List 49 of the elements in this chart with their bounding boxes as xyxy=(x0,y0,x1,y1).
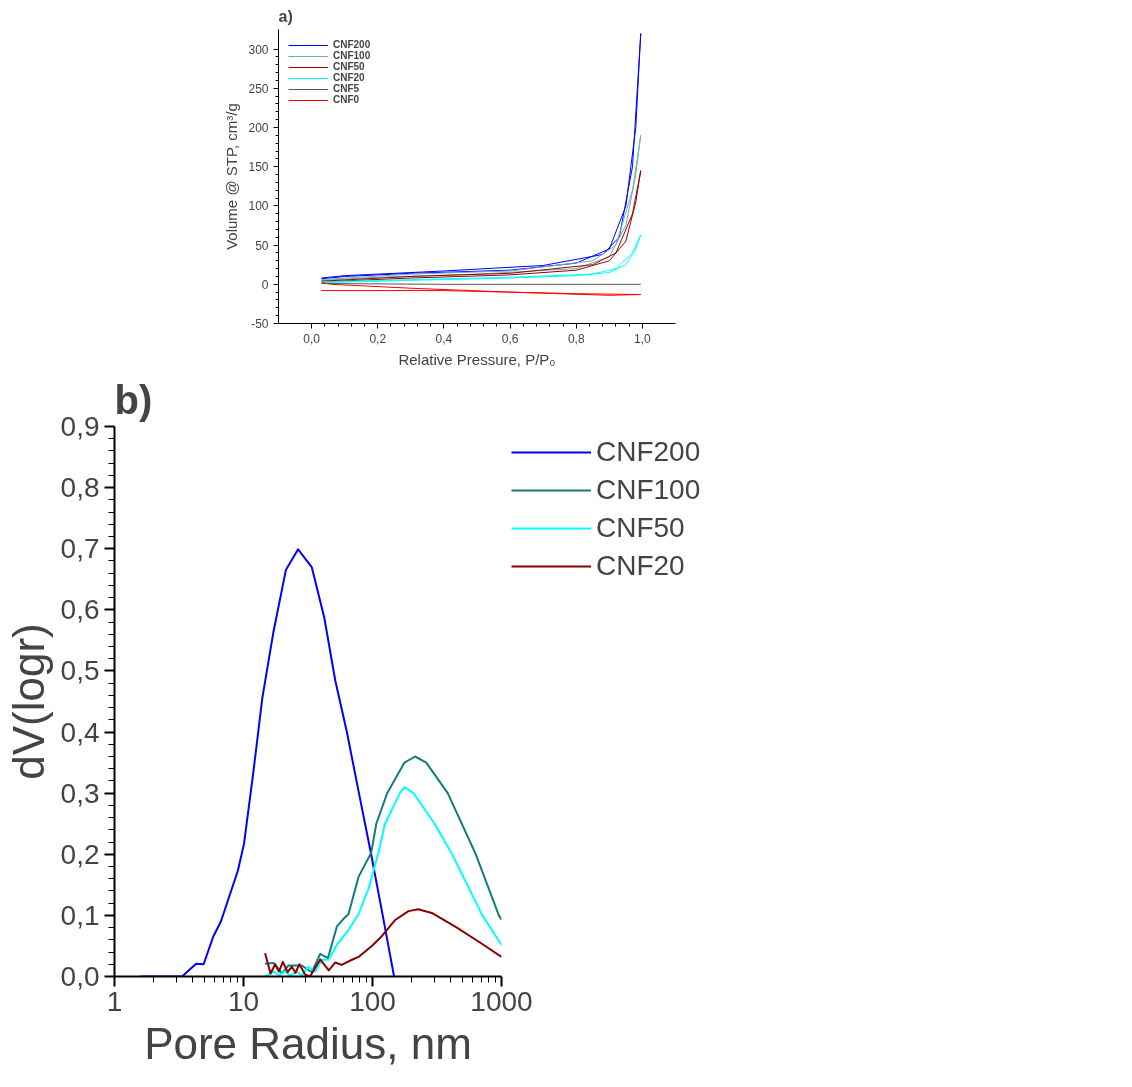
legend-label: CNF20 xyxy=(333,72,365,83)
x-tick-label: 0,6 xyxy=(501,331,519,346)
legend-label: CNF50 xyxy=(333,61,365,72)
y-axis-title: dV(logr) xyxy=(3,623,53,780)
legend-label: CNF50 xyxy=(596,512,685,544)
y-tick-label: 0,1 xyxy=(60,899,100,931)
y-tick-label: 0,6 xyxy=(60,594,100,626)
x-tick-label: 100 xyxy=(349,985,396,1017)
y-tick-label: 100 xyxy=(248,199,269,214)
x-tick-label: 1000 xyxy=(470,985,533,1017)
y-tick-label: 200 xyxy=(248,121,269,135)
y-tick-label: 50 xyxy=(255,238,269,253)
y-tick-label: 0,0 xyxy=(60,961,100,992)
y-tick-label: 0,3 xyxy=(60,777,100,809)
x-tick-label: 1 xyxy=(106,985,123,1017)
x-tick-label: 0,8 xyxy=(567,331,585,346)
x-axis-title: Relative Pressure, P/P₀ xyxy=(398,350,556,368)
legend-label: CNF100 xyxy=(596,474,701,506)
y-tick-label: 0,9 xyxy=(60,411,100,442)
y-tick-label: 0,4 xyxy=(60,716,100,748)
chart-title: b) xyxy=(114,377,153,422)
y-tick-label: -50 xyxy=(251,317,269,331)
y-tick-label: 150 xyxy=(248,160,269,175)
x-axis-title: Pore Radius, nm xyxy=(144,1018,472,1068)
chart-title: a) xyxy=(278,7,293,25)
y-axis-title: Volume @ STP, cm³/g xyxy=(223,103,241,250)
y-tick-label: 0,5 xyxy=(60,655,100,687)
y-tick-label: 0,8 xyxy=(60,472,100,504)
x-tick-label: 1,0 xyxy=(634,331,652,346)
legend-label: CNF200 xyxy=(596,436,701,468)
legend-label: CNF20 xyxy=(596,550,685,582)
x-tick-label: 10 xyxy=(227,985,260,1017)
line-series xyxy=(321,170,642,283)
legend-label: CNF100 xyxy=(333,50,371,61)
legend-label: CNF0 xyxy=(333,94,360,105)
y-tick-label: 300 xyxy=(248,42,269,57)
x-tick-label: 0,2 xyxy=(369,331,387,346)
line-series xyxy=(321,134,642,281)
y-tick-label: 0,2 xyxy=(60,838,100,870)
legend-label: CNF200 xyxy=(333,39,371,50)
line-series xyxy=(321,32,642,280)
line-series xyxy=(321,234,642,284)
x-tick-label: 0,0 xyxy=(303,331,321,346)
y-tick-label: 0,7 xyxy=(60,533,100,565)
legend-label: CNF5 xyxy=(333,83,360,94)
line-series xyxy=(321,282,642,296)
y-tick-label: 0 xyxy=(261,277,269,292)
x-tick-label: 0,4 xyxy=(435,331,453,346)
y-tick-label: 250 xyxy=(248,81,269,96)
